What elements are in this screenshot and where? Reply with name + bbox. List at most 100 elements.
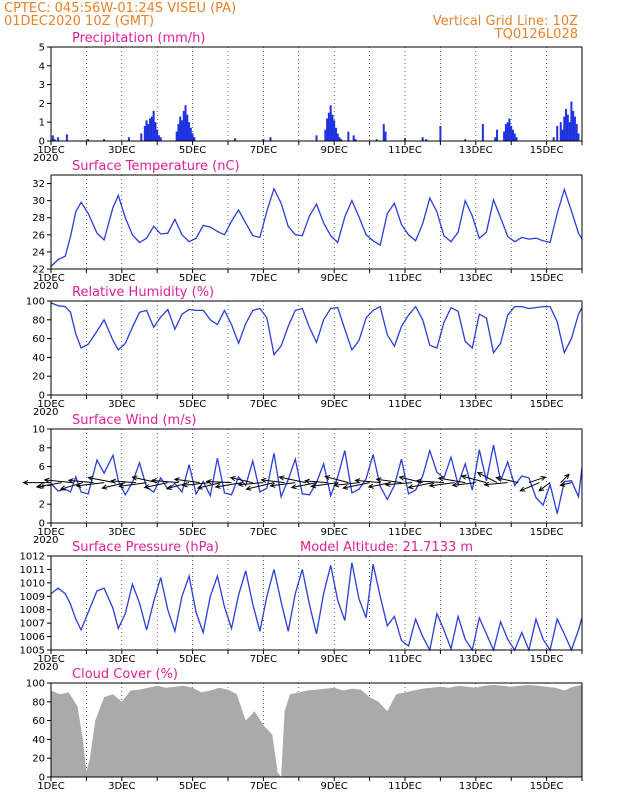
y-tick-label: 0 xyxy=(39,519,45,530)
x-tick-label: 3DEC xyxy=(108,527,135,538)
x-tick-label: 13DEC xyxy=(459,399,493,410)
precip-bar xyxy=(193,137,196,141)
panel-frame xyxy=(50,174,583,270)
wind-arrow-head xyxy=(428,482,435,488)
x-tick-label: 11DEC xyxy=(388,654,422,665)
precip-bar xyxy=(559,122,562,141)
precip-bar xyxy=(425,139,428,141)
temp-line xyxy=(50,186,583,267)
x-tick-label: 15DEC xyxy=(530,527,564,538)
wind-arrow-head xyxy=(342,484,349,490)
wind-vectors xyxy=(22,472,572,492)
panel-frame xyxy=(50,682,583,778)
wind-arrow-head xyxy=(245,485,252,491)
wind-arrow xyxy=(560,482,572,486)
x-tick-label: 13DEC xyxy=(459,654,493,665)
wind-arrow-head xyxy=(131,475,138,481)
y-tick-label: 1009 xyxy=(20,592,45,603)
header-datetime: 01DEC2020 10Z (GMT) xyxy=(4,14,154,29)
y-tick-label: 100 xyxy=(26,297,45,308)
panel-rh: 0 20 40 60 80 100 1DEC 3DEC 5DEC 7DEC 9DEC 11DEC 13D… xyxy=(26,285,583,418)
y-tick-label: 100 xyxy=(26,679,45,690)
wind-arrow xyxy=(119,482,147,487)
wind-arrow-head xyxy=(229,476,236,482)
precip-bar xyxy=(189,127,192,141)
wind-arrow xyxy=(111,480,136,484)
wind-arrow-head xyxy=(43,477,50,483)
wind-arrow-head xyxy=(384,481,391,488)
temp-title: Surface Temperature (nC) xyxy=(72,159,240,174)
y-tick-label: 6 xyxy=(39,462,45,473)
precip-bar xyxy=(336,133,339,141)
x-tick-label: 9DEC xyxy=(321,781,348,792)
wind-arrow xyxy=(376,478,402,484)
wind-arrow-head xyxy=(437,476,444,482)
x-tick-label: 3DEC xyxy=(108,399,135,410)
wind-arrow-head xyxy=(407,484,414,490)
wind-arrow xyxy=(102,482,126,489)
wind-arrow xyxy=(496,477,519,484)
precip-bar xyxy=(149,118,152,141)
wind-arrow-head xyxy=(415,478,422,484)
wind-arrow-head xyxy=(67,478,74,484)
x-tick-label: 13DEC xyxy=(459,527,493,538)
header-location: CPTEC: 045:56W-01:24S VISEU (PA) xyxy=(4,1,236,16)
wind-arrow-head xyxy=(205,479,212,485)
precip-bar xyxy=(262,139,265,141)
wind-arrow-head xyxy=(59,485,66,491)
wind-arrow-head xyxy=(117,483,124,489)
cloud-area xyxy=(51,684,582,777)
y-tick-label: 1006 xyxy=(20,632,45,643)
x-tick-label: 3DEC xyxy=(108,781,135,792)
precip-bar xyxy=(180,120,183,141)
precip-bar xyxy=(338,137,341,141)
panel-temp: 22 24 26 28 30 32 1DEC 3DEC 5DEC 7DEC 9DEC 11DEC 13D… xyxy=(32,159,583,292)
y-tick-label: 1005 xyxy=(20,646,45,657)
x-tick-label: 5DEC xyxy=(179,527,206,538)
precip-bar xyxy=(577,133,580,141)
y-tick-label: 20 xyxy=(32,754,45,765)
x-tick-label: 9DEC xyxy=(321,654,348,665)
wind-arrow-head xyxy=(150,478,157,484)
wind-title: Surface Wind (m/s) xyxy=(72,413,196,428)
y-tick-label: 0 xyxy=(39,391,45,402)
precip-bar xyxy=(177,124,180,141)
precip-bar xyxy=(154,122,157,141)
precip-bar xyxy=(513,133,516,141)
precip-bar xyxy=(53,139,56,141)
wind-arrow xyxy=(461,475,487,484)
x-tick-label: 1DEC xyxy=(37,145,64,156)
wind-arrow-head xyxy=(495,476,502,482)
panel-pressure: 1005 1006 1007 1008 1009 1010 1011 1012 1DEC 3DEC… xyxy=(20,540,583,673)
precip-bar xyxy=(234,138,237,141)
precip-bar xyxy=(384,131,387,141)
wind-arrow-head xyxy=(260,477,267,483)
y-tick-label: 28 xyxy=(32,213,45,224)
precip-bar xyxy=(315,135,318,141)
wind-arrow-head xyxy=(110,478,117,484)
precip-bar xyxy=(510,125,513,141)
precip-title: Precipitation (mm/h) xyxy=(72,31,205,46)
wind-arrow xyxy=(399,476,423,484)
y-tick-label: 22 xyxy=(32,265,45,276)
precip-bar xyxy=(143,125,146,141)
precip-bar xyxy=(331,114,334,141)
panel-cloud: 0 20 40 60 80 100 1DEC 3DEC 5DEC 7DEC 9DEC 11DEC 13D… xyxy=(26,667,583,792)
wind-arrow-head xyxy=(398,475,405,481)
wind-arrow xyxy=(68,479,94,484)
precip-bar xyxy=(140,133,143,141)
wind-arrow xyxy=(528,476,546,484)
y-tick-label: 4 xyxy=(39,481,45,492)
precip-bar xyxy=(329,105,332,141)
pressure-title: Surface Pressure (hPa) xyxy=(72,540,219,555)
y-tick-label: 20 xyxy=(32,372,45,383)
wind-arrow-head xyxy=(310,483,317,489)
wind-arrow xyxy=(538,482,551,492)
wind-arrow xyxy=(334,482,360,486)
x-tick-label: 13DEC xyxy=(459,145,493,156)
panel-frame xyxy=(50,300,583,396)
precip-bar xyxy=(340,139,343,141)
precip-bar xyxy=(347,131,350,141)
wind-arrow-head xyxy=(483,481,490,487)
x-tick-label: 11DEC xyxy=(388,273,422,284)
